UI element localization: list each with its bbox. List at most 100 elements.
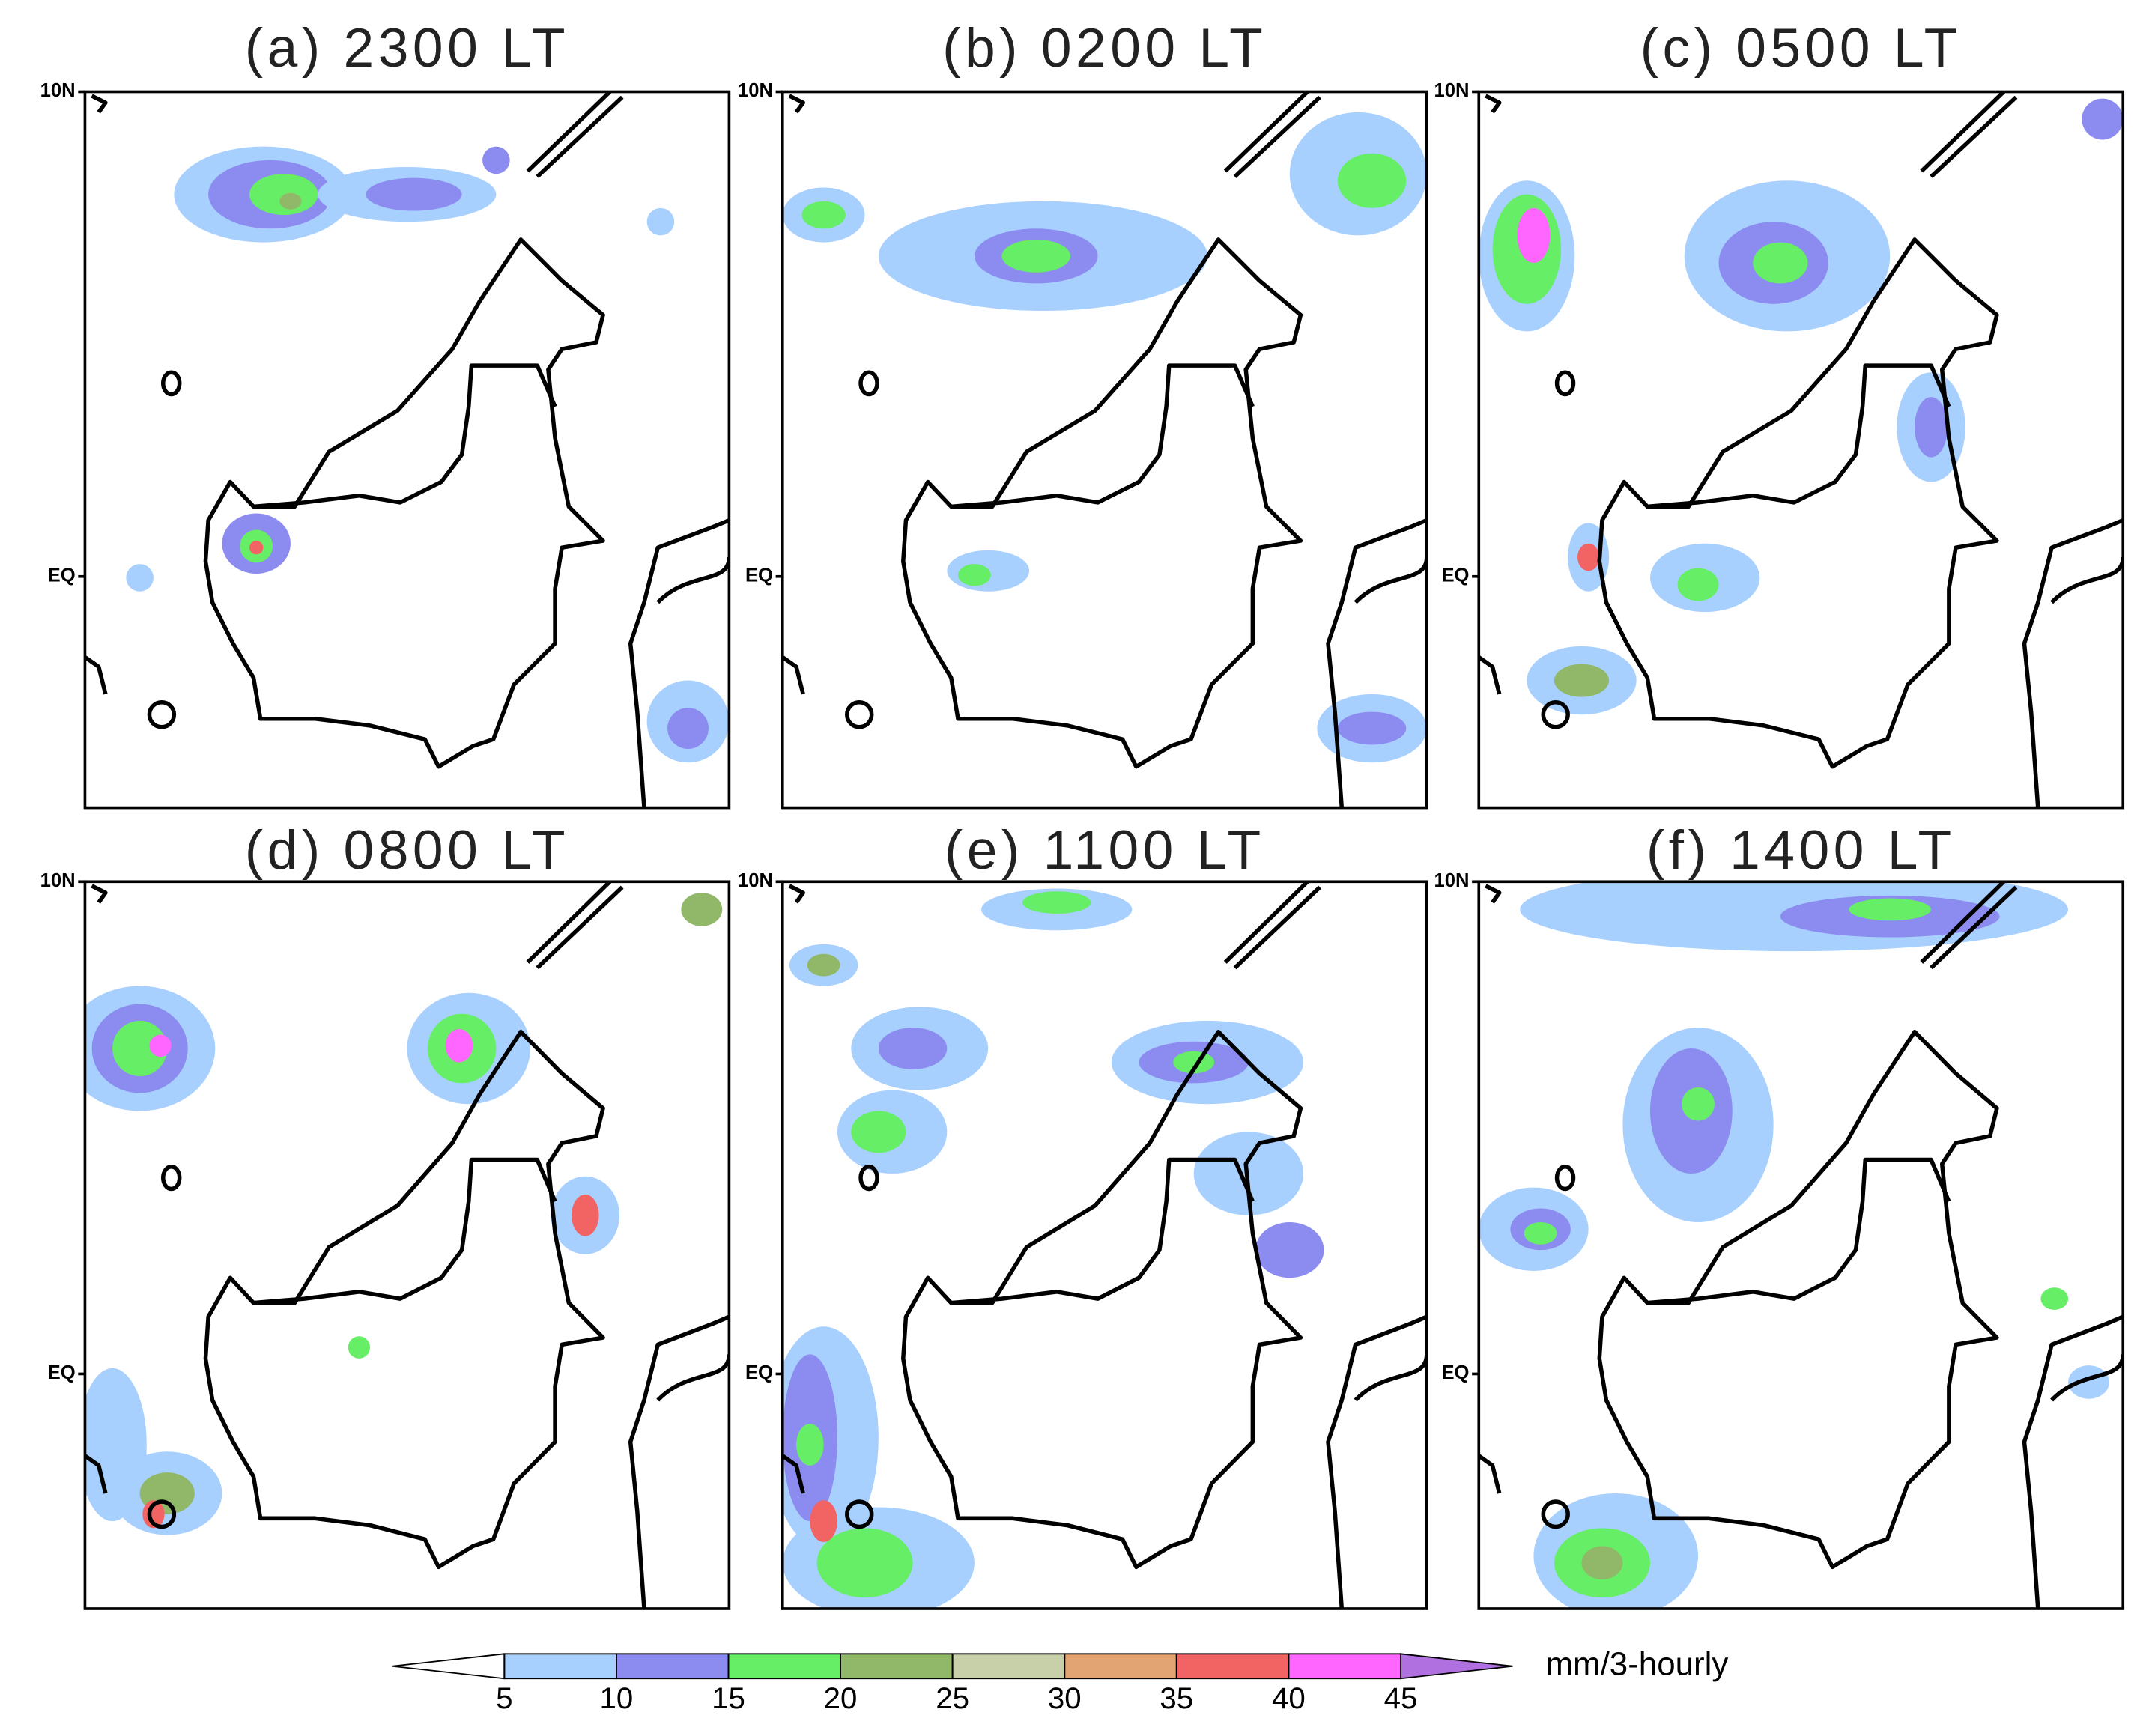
rain-area [1337, 711, 1407, 745]
rain-area [1554, 664, 1610, 697]
rain-area [807, 953, 840, 977]
map-panel: (f) 1400 LT 10N EQ [1434, 819, 2125, 1610]
rain-area [482, 146, 510, 174]
rain-area [801, 201, 846, 229]
colorbar-segment [1175, 1653, 1290, 1680]
panel-title: (b) 0200 LT [942, 17, 1267, 79]
rain-area [1581, 1546, 1623, 1580]
colorbar-tick-label: 30 [1048, 1681, 1082, 1715]
rain-area [1022, 891, 1091, 914]
colorbar-tick-label: 25 [936, 1681, 969, 1715]
rain-area [1255, 1222, 1324, 1278]
colorbar-tick-label: 15 [712, 1681, 745, 1715]
y-tick-label: EQ [1441, 565, 1469, 586]
colorbar-tick-label: 10 [600, 1681, 634, 1715]
panel-title: (f) 1400 LT [1646, 819, 1956, 881]
rain-area [851, 1111, 906, 1153]
rain-area [646, 207, 675, 236]
rain-area [810, 1500, 837, 1542]
panel-title: (a) 2300 LT [245, 17, 569, 79]
y-tick-label: EQ [745, 1362, 773, 1383]
map-panel: (e) 1100 LT 10N EQ [738, 819, 1428, 1610]
map-content [782, 881, 1427, 1609]
y-tick-label: EQ [48, 1362, 76, 1383]
rain-area [2082, 98, 2124, 140]
y-tick-label: 10N [738, 80, 773, 101]
rain-area [1682, 1087, 1715, 1121]
map-content [783, 91, 1427, 807]
rain-area [348, 1336, 371, 1359]
colorbar: 5 10 15 20 25 30 35 40 45 mm/3-hourly [392, 1645, 1728, 1715]
rain-area [1337, 153, 1407, 208]
rain-area [1677, 568, 1719, 601]
rain-area [878, 1028, 948, 1069]
rain-area [1524, 1222, 1557, 1245]
colorbar-segment [727, 1653, 841, 1680]
coastline [783, 881, 1427, 1609]
y-tick-label: EQ [745, 565, 773, 586]
rain-area [366, 177, 462, 211]
rain-area [667, 708, 709, 749]
panel-frame [1477, 880, 2125, 1610]
panel-frame [781, 880, 1428, 1610]
rain-area [249, 174, 318, 216]
colorbar-tick-label: 35 [1160, 1681, 1193, 1715]
map-panel: (c) 0500 LT 10N EQ [1434, 17, 2125, 810]
rain-area [681, 893, 723, 926]
map-content [1479, 91, 2123, 807]
map-panel: (a) 2300 LT 10N EQ [40, 17, 731, 810]
rain-area [1753, 242, 1808, 284]
rain-area [445, 1029, 473, 1063]
y-tick-label: 10N [40, 80, 76, 101]
map-content [1479, 881, 2123, 1609]
y-tick-label: 10N [1434, 80, 1469, 101]
colorbar-segment [616, 1653, 730, 1680]
panel-title: (d) 0800 LT [245, 819, 569, 881]
colorbar-segment [1064, 1653, 1177, 1680]
rain-area [149, 1034, 172, 1057]
colorbar-segment [840, 1653, 954, 1680]
y-tick-label: EQ [48, 565, 76, 586]
rain-area [816, 1528, 913, 1598]
rain-area [249, 541, 264, 555]
colorbar-tick-label: 40 [1272, 1681, 1306, 1715]
rain-area [796, 1424, 824, 1466]
colorbar-segment [1288, 1653, 1401, 1680]
y-tick-label: 10N [738, 870, 773, 891]
colorbar-segment [951, 1653, 1066, 1680]
rain-area [571, 1194, 599, 1236]
panel-frame [83, 880, 731, 1610]
rain-area [2040, 1287, 2069, 1310]
map-content [85, 91, 729, 807]
panel-frame [1477, 90, 2125, 810]
panel-frame [781, 90, 1428, 810]
y-tick-label: 10N [40, 870, 76, 891]
rain-area [1577, 543, 1600, 571]
colorbar-over [1400, 1653, 1513, 1680]
y-tick-label: 10N [1434, 870, 1469, 891]
rain-area [112, 1020, 168, 1077]
colorbar-unit: mm/3-hourly [1545, 1645, 1728, 1682]
rain-area [1849, 898, 1932, 921]
map-content [85, 881, 729, 1609]
rain-area [1915, 397, 1948, 458]
map-panel: (b) 0200 LT 10N EQ [738, 17, 1428, 810]
rain-area [957, 564, 991, 586]
y-tick-label: EQ [1441, 1362, 1469, 1383]
rain-area [279, 192, 302, 210]
map-panel: (d) 0800 LT 10N EQ [40, 819, 731, 1610]
rain-area [126, 564, 154, 592]
colorbar-segment [503, 1653, 617, 1680]
panel-frame [83, 90, 731, 810]
rain-area [1001, 239, 1071, 273]
panel-title: (e) 1100 LT [945, 819, 1265, 881]
colorbar-under [392, 1653, 506, 1680]
panel-title: (c) 0500 LT [1640, 17, 1962, 79]
colorbar-tick-label: 20 [824, 1681, 858, 1715]
colorbar-tick-label: 45 [1384, 1681, 1418, 1715]
rain-area [142, 1500, 165, 1529]
colorbar-tick-label: 5 [496, 1681, 512, 1715]
rain-area [1517, 207, 1551, 263]
